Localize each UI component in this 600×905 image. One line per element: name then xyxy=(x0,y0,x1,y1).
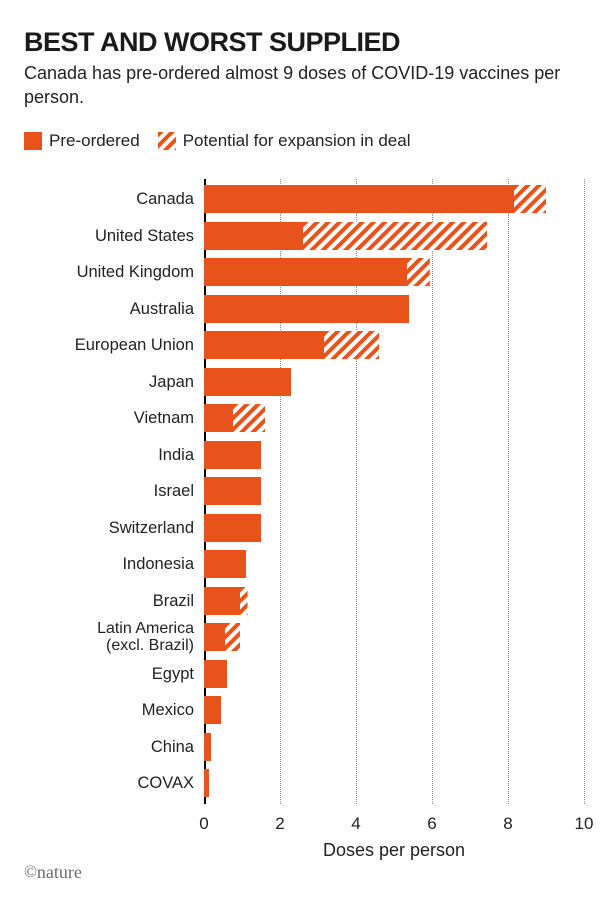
bar-row: Switzerland xyxy=(204,514,261,542)
bar-row: Australia xyxy=(204,295,409,323)
bar-row: Egypt xyxy=(204,660,227,688)
grid-line xyxy=(508,179,509,804)
bar-preordered xyxy=(204,368,291,396)
x-axis-title: Doses per person xyxy=(323,840,465,861)
row-label: India xyxy=(24,446,204,464)
bar-preordered xyxy=(204,441,261,469)
bar-preordered xyxy=(204,295,409,323)
x-tick-label: 8 xyxy=(503,804,512,834)
bar-preordered xyxy=(204,222,303,250)
bar-preordered xyxy=(204,587,240,615)
x-tick-label: 10 xyxy=(575,804,594,834)
row-label: United Kingdom xyxy=(24,263,204,281)
bar-preordered xyxy=(204,477,261,505)
bar-preordered xyxy=(204,514,261,542)
bar-row: China xyxy=(204,733,211,761)
bar-row: European Union xyxy=(204,331,379,359)
grid-line xyxy=(432,179,433,804)
bar-row: Latin America(excl. Brazil) xyxy=(204,623,240,651)
bar-preordered xyxy=(204,733,211,761)
row-label: Egypt xyxy=(24,665,204,683)
row-label: United States xyxy=(24,227,204,245)
x-tick-label: 6 xyxy=(427,804,436,834)
legend: Pre-ordered Potential for expansion in d… xyxy=(24,131,576,151)
row-label: Brazil xyxy=(24,592,204,610)
chart: 0246810Doses per personCanadaUnited Stat… xyxy=(24,179,576,804)
x-tick-label: 4 xyxy=(351,804,360,834)
bar-preordered xyxy=(204,185,514,213)
bar-expansion xyxy=(514,185,546,213)
bar-row: Canada xyxy=(204,185,546,213)
bar-preordered xyxy=(204,660,227,688)
row-label: European Union xyxy=(24,336,204,354)
row-label: Canada xyxy=(24,190,204,208)
bar-preordered xyxy=(204,258,407,286)
bar-row: Japan xyxy=(204,368,291,396)
row-label: Israel xyxy=(24,482,204,500)
source-name: nature xyxy=(37,862,82,882)
x-tick-label: 2 xyxy=(275,804,284,834)
bar-row: India xyxy=(204,441,261,469)
bar-row: COVAX xyxy=(204,769,209,797)
row-label: China xyxy=(24,738,204,756)
bar-row: Indonesia xyxy=(204,550,246,578)
bar-row: United States xyxy=(204,222,487,250)
bar-row: United Kingdom xyxy=(204,258,430,286)
legend-item-expansion: Potential for expansion in deal xyxy=(158,131,411,151)
bar-expansion xyxy=(324,331,379,359)
legend-swatch-solid xyxy=(24,132,42,150)
bar-expansion xyxy=(407,258,430,286)
bar-preordered xyxy=(204,404,233,432)
bar-row: Brazil xyxy=(204,587,248,615)
chart-subtitle: Canada has pre-ordered almost 9 doses of… xyxy=(24,62,576,109)
legend-label-preordered: Pre-ordered xyxy=(49,131,140,151)
bar-expansion xyxy=(240,587,248,615)
row-label: Japan xyxy=(24,373,204,391)
bar-preordered xyxy=(204,623,225,651)
chart-title: BEST AND WORST SUPPLIED xyxy=(24,28,576,56)
row-label: Latin America(excl. Brazil) xyxy=(24,620,204,655)
bar-row: Vietnam xyxy=(204,404,265,432)
legend-swatch-hatched xyxy=(158,132,176,150)
x-tick-label: 0 xyxy=(199,804,208,834)
row-label: Indonesia xyxy=(24,555,204,573)
copyright-symbol: © xyxy=(24,862,37,881)
bar-preordered xyxy=(204,769,209,797)
bar-expansion xyxy=(225,623,240,651)
legend-item-preordered: Pre-ordered xyxy=(24,131,140,151)
bar-expansion xyxy=(233,404,265,432)
bar-row: Mexico xyxy=(204,696,221,724)
row-label: COVAX xyxy=(24,774,204,792)
bar-expansion xyxy=(303,222,487,250)
grid-line xyxy=(584,179,585,804)
row-label: Mexico xyxy=(24,701,204,719)
row-label: Switzerland xyxy=(24,519,204,537)
bar-preordered xyxy=(204,550,246,578)
bar-preordered xyxy=(204,331,324,359)
plot-area: 0246810Doses per personCanadaUnited Stat… xyxy=(204,179,584,804)
source-credit: ©nature xyxy=(24,862,82,883)
bar-preordered xyxy=(204,696,221,724)
legend-label-expansion: Potential for expansion in deal xyxy=(183,131,411,151)
bar-row: Israel xyxy=(204,477,261,505)
row-label: Australia xyxy=(24,300,204,318)
row-label: Vietnam xyxy=(24,409,204,427)
